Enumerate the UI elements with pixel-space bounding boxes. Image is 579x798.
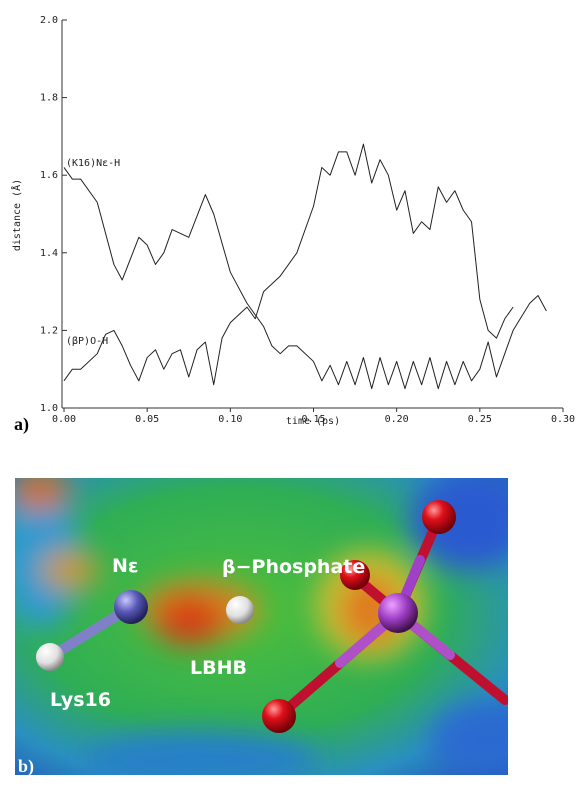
hydrogen-atom bbox=[226, 596, 254, 624]
panel-label: b) bbox=[18, 756, 34, 777]
panel-label: a) bbox=[14, 414, 29, 435]
atom-label: LBHB bbox=[190, 657, 247, 679]
y-tick-label: 1.0 bbox=[40, 403, 58, 414]
y-tick-label: 1.6 bbox=[40, 170, 58, 181]
y-axis-label: distance (Å) bbox=[10, 179, 23, 251]
x-tick-label: 0.20 bbox=[385, 414, 409, 425]
oxygen-atom bbox=[422, 500, 456, 534]
phosphorus-atom bbox=[378, 593, 418, 633]
x-tick-label: 0.00 bbox=[52, 414, 76, 425]
nitrogen-atom bbox=[114, 590, 148, 624]
y-tick-label: 1.4 bbox=[40, 248, 58, 259]
atom-label: Lys16 bbox=[50, 689, 111, 711]
atom-label: β−Phosphate bbox=[222, 556, 365, 578]
x-tick-label: 0.05 bbox=[135, 414, 159, 425]
data-line bbox=[64, 167, 546, 388]
oxygen-atom bbox=[262, 699, 296, 733]
y-tick-label: 1.2 bbox=[40, 325, 58, 336]
x-tick-label: 0.10 bbox=[218, 414, 242, 425]
annotation: (K16)Nε-H bbox=[66, 158, 120, 169]
x-tick-label: 0.30 bbox=[551, 414, 575, 425]
data-line bbox=[64, 144, 513, 385]
y-tick-label: 2.0 bbox=[40, 15, 58, 26]
x-tick-label: 0.25 bbox=[468, 414, 492, 425]
figure: 1.01.21.41.61.82.00.000.050.100.150.200.… bbox=[0, 0, 579, 798]
page: {"chart_data": {"type": "line", "x_label… bbox=[0, 0, 579, 798]
molecule-image: Nε β−Phosphate LBHB Lys16 b) bbox=[0, 470, 550, 790]
x-axis-label: time (ps) bbox=[286, 416, 340, 427]
annotation: (βP)O-H bbox=[66, 336, 108, 347]
hydrogen-atom bbox=[36, 643, 64, 671]
atom-label: Nε bbox=[112, 555, 138, 577]
y-tick-label: 1.8 bbox=[40, 93, 58, 104]
